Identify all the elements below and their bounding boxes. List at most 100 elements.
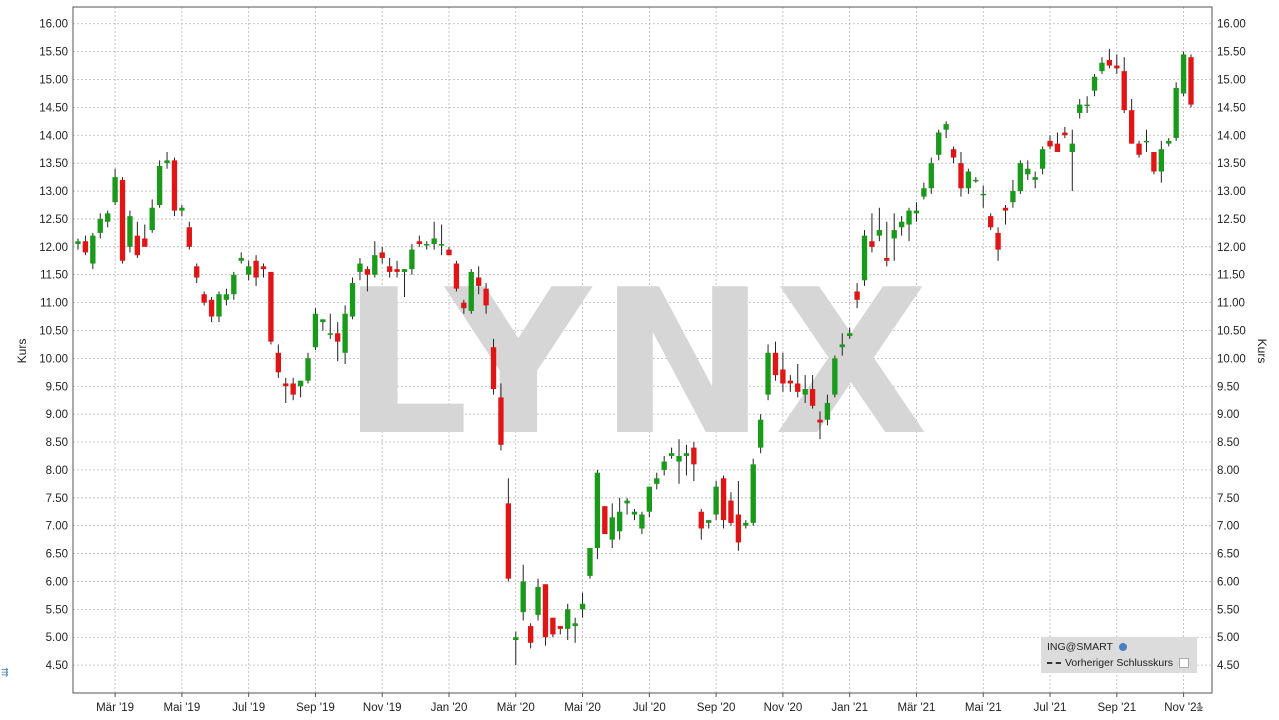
y-tick-label-left: 6.00: [46, 576, 68, 588]
y-tick-label-right: 15.50: [1217, 47, 1246, 59]
candle-body: [661, 461, 667, 470]
candle-body: [201, 294, 207, 303]
candle-body: [438, 244, 445, 246]
candle-body: [401, 269, 408, 272]
y-tick-label-left: 11.00: [40, 298, 68, 310]
candle-body: [572, 623, 578, 627]
y-tick-label-right: 8.50: [1217, 437, 1239, 449]
candle-body: [505, 503, 512, 579]
y-tick-label-right: 14.50: [1217, 102, 1246, 114]
candles-layer: [75, 48, 1194, 666]
y-tick-label-left: 12.00: [39, 242, 68, 254]
candle-body: [527, 626, 534, 643]
x-tick-label: Jan '20: [431, 702, 468, 714]
x-tick-label: Jan '21: [831, 702, 868, 714]
candle-body: [542, 584, 549, 638]
candle-body: [1158, 149, 1164, 172]
candle-body: [587, 547, 593, 576]
y-tick-label-right: 10.50: [1217, 325, 1246, 337]
candle-body: [765, 352, 771, 395]
candle-body: [616, 511, 623, 532]
y-tick-label-right: 5.00: [1217, 632, 1239, 644]
candle-body: [646, 486, 653, 512]
x-tick-label: Sep '21: [1097, 702, 1136, 714]
candle-body: [1054, 143, 1061, 153]
candle-body: [1017, 163, 1024, 192]
y-tick-label-right: 11.00: [1217, 298, 1245, 310]
candle-body: [809, 389, 816, 406]
candle-body: [713, 486, 719, 515]
candle-body: [223, 294, 230, 300]
candle-body: [171, 160, 178, 211]
candle-body: [750, 464, 756, 523]
y-tick-label-left: 15.00: [39, 75, 68, 87]
candle-body: [216, 294, 222, 317]
x-tick-label: Jul '20: [633, 702, 666, 714]
candle-body: [891, 230, 897, 239]
candle-body: [379, 252, 385, 258]
y-axis-ticks: 4.50 4.50 5.00 5.00 5.50 5.50 6.00 6.00 6.50 6.50…: [39, 19, 1246, 672]
pointer-icon[interactable]: ⇶: [1, 667, 9, 677]
checkbox-icon[interactable]: [1178, 658, 1189, 669]
candle-body: [142, 238, 148, 247]
candle-body: [898, 221, 905, 228]
candle-body: [950, 149, 957, 158]
candle-body: [624, 500, 630, 504]
x-tick-label: Mär '19: [96, 702, 134, 714]
candle-body: [987, 216, 994, 228]
candle-body: [995, 232, 1001, 250]
candle-body: [164, 160, 170, 164]
candle-body: [579, 603, 586, 610]
candle-body: [876, 230, 883, 236]
legend-prev-close-row: Vorheriger Schlusskurs: [1047, 657, 1189, 669]
candle-body: [1010, 191, 1016, 203]
x-tick-label: Nov '21: [1164, 702, 1203, 714]
legend-symbol-label: ING@SMART: [1047, 641, 1113, 653]
candle-body: [728, 500, 734, 523]
candle-body: [565, 609, 571, 629]
y-tick-label-right: 4.50: [1217, 660, 1239, 672]
candle-body: [980, 193, 986, 196]
candle-body: [906, 210, 912, 225]
candle-body: [490, 347, 497, 390]
candle-body: [869, 241, 875, 247]
candle-body: [654, 478, 660, 484]
candle-body: [594, 472, 601, 548]
candle-body: [854, 291, 860, 300]
candle-body: [1077, 104, 1083, 113]
globe-icon[interactable]: [1118, 643, 1127, 652]
x-tick-label: Mai '19: [164, 702, 201, 714]
candle-body: [609, 517, 615, 540]
x-tick-label: Mai '20: [564, 702, 601, 714]
candle-body: [839, 344, 845, 348]
candle-body: [1002, 207, 1009, 211]
y-tick-label-left: 14.50: [39, 102, 68, 114]
y-tick-label-right: 7.00: [1217, 521, 1239, 533]
candle-body: [231, 274, 237, 295]
plot-border: [72, 6, 1213, 694]
candle-body: [817, 419, 823, 423]
y-tick-label-right: 6.50: [1217, 549, 1239, 561]
candle-body: [921, 188, 927, 197]
candle-body: [119, 179, 126, 261]
candle-body: [1173, 87, 1179, 139]
candle-body: [1143, 140, 1150, 143]
x-tick-label: Nov '19: [363, 702, 402, 714]
y-tick-label-left: 9.50: [46, 381, 68, 393]
resize-handle-icon[interactable]: ✥: [1196, 703, 1204, 713]
candle-body: [787, 380, 793, 384]
legend-symbol-row: ING@SMART: [1047, 641, 1127, 653]
candle-body: [424, 244, 430, 246]
y-tick-label-right: 6.00: [1217, 576, 1239, 588]
candle-body: [824, 402, 831, 420]
candle-body: [290, 383, 296, 395]
candle-body: [780, 369, 786, 384]
y-tick-label-left: 6.50: [46, 549, 68, 561]
y-axis-label-right: Kurs: [1255, 339, 1269, 364]
candle-body: [1047, 140, 1053, 147]
candle-body: [884, 257, 890, 261]
candle-body: [238, 257, 244, 261]
candle-body: [965, 171, 972, 189]
candle-body: [156, 165, 163, 205]
y-tick-label-left: 7.00: [46, 521, 68, 533]
